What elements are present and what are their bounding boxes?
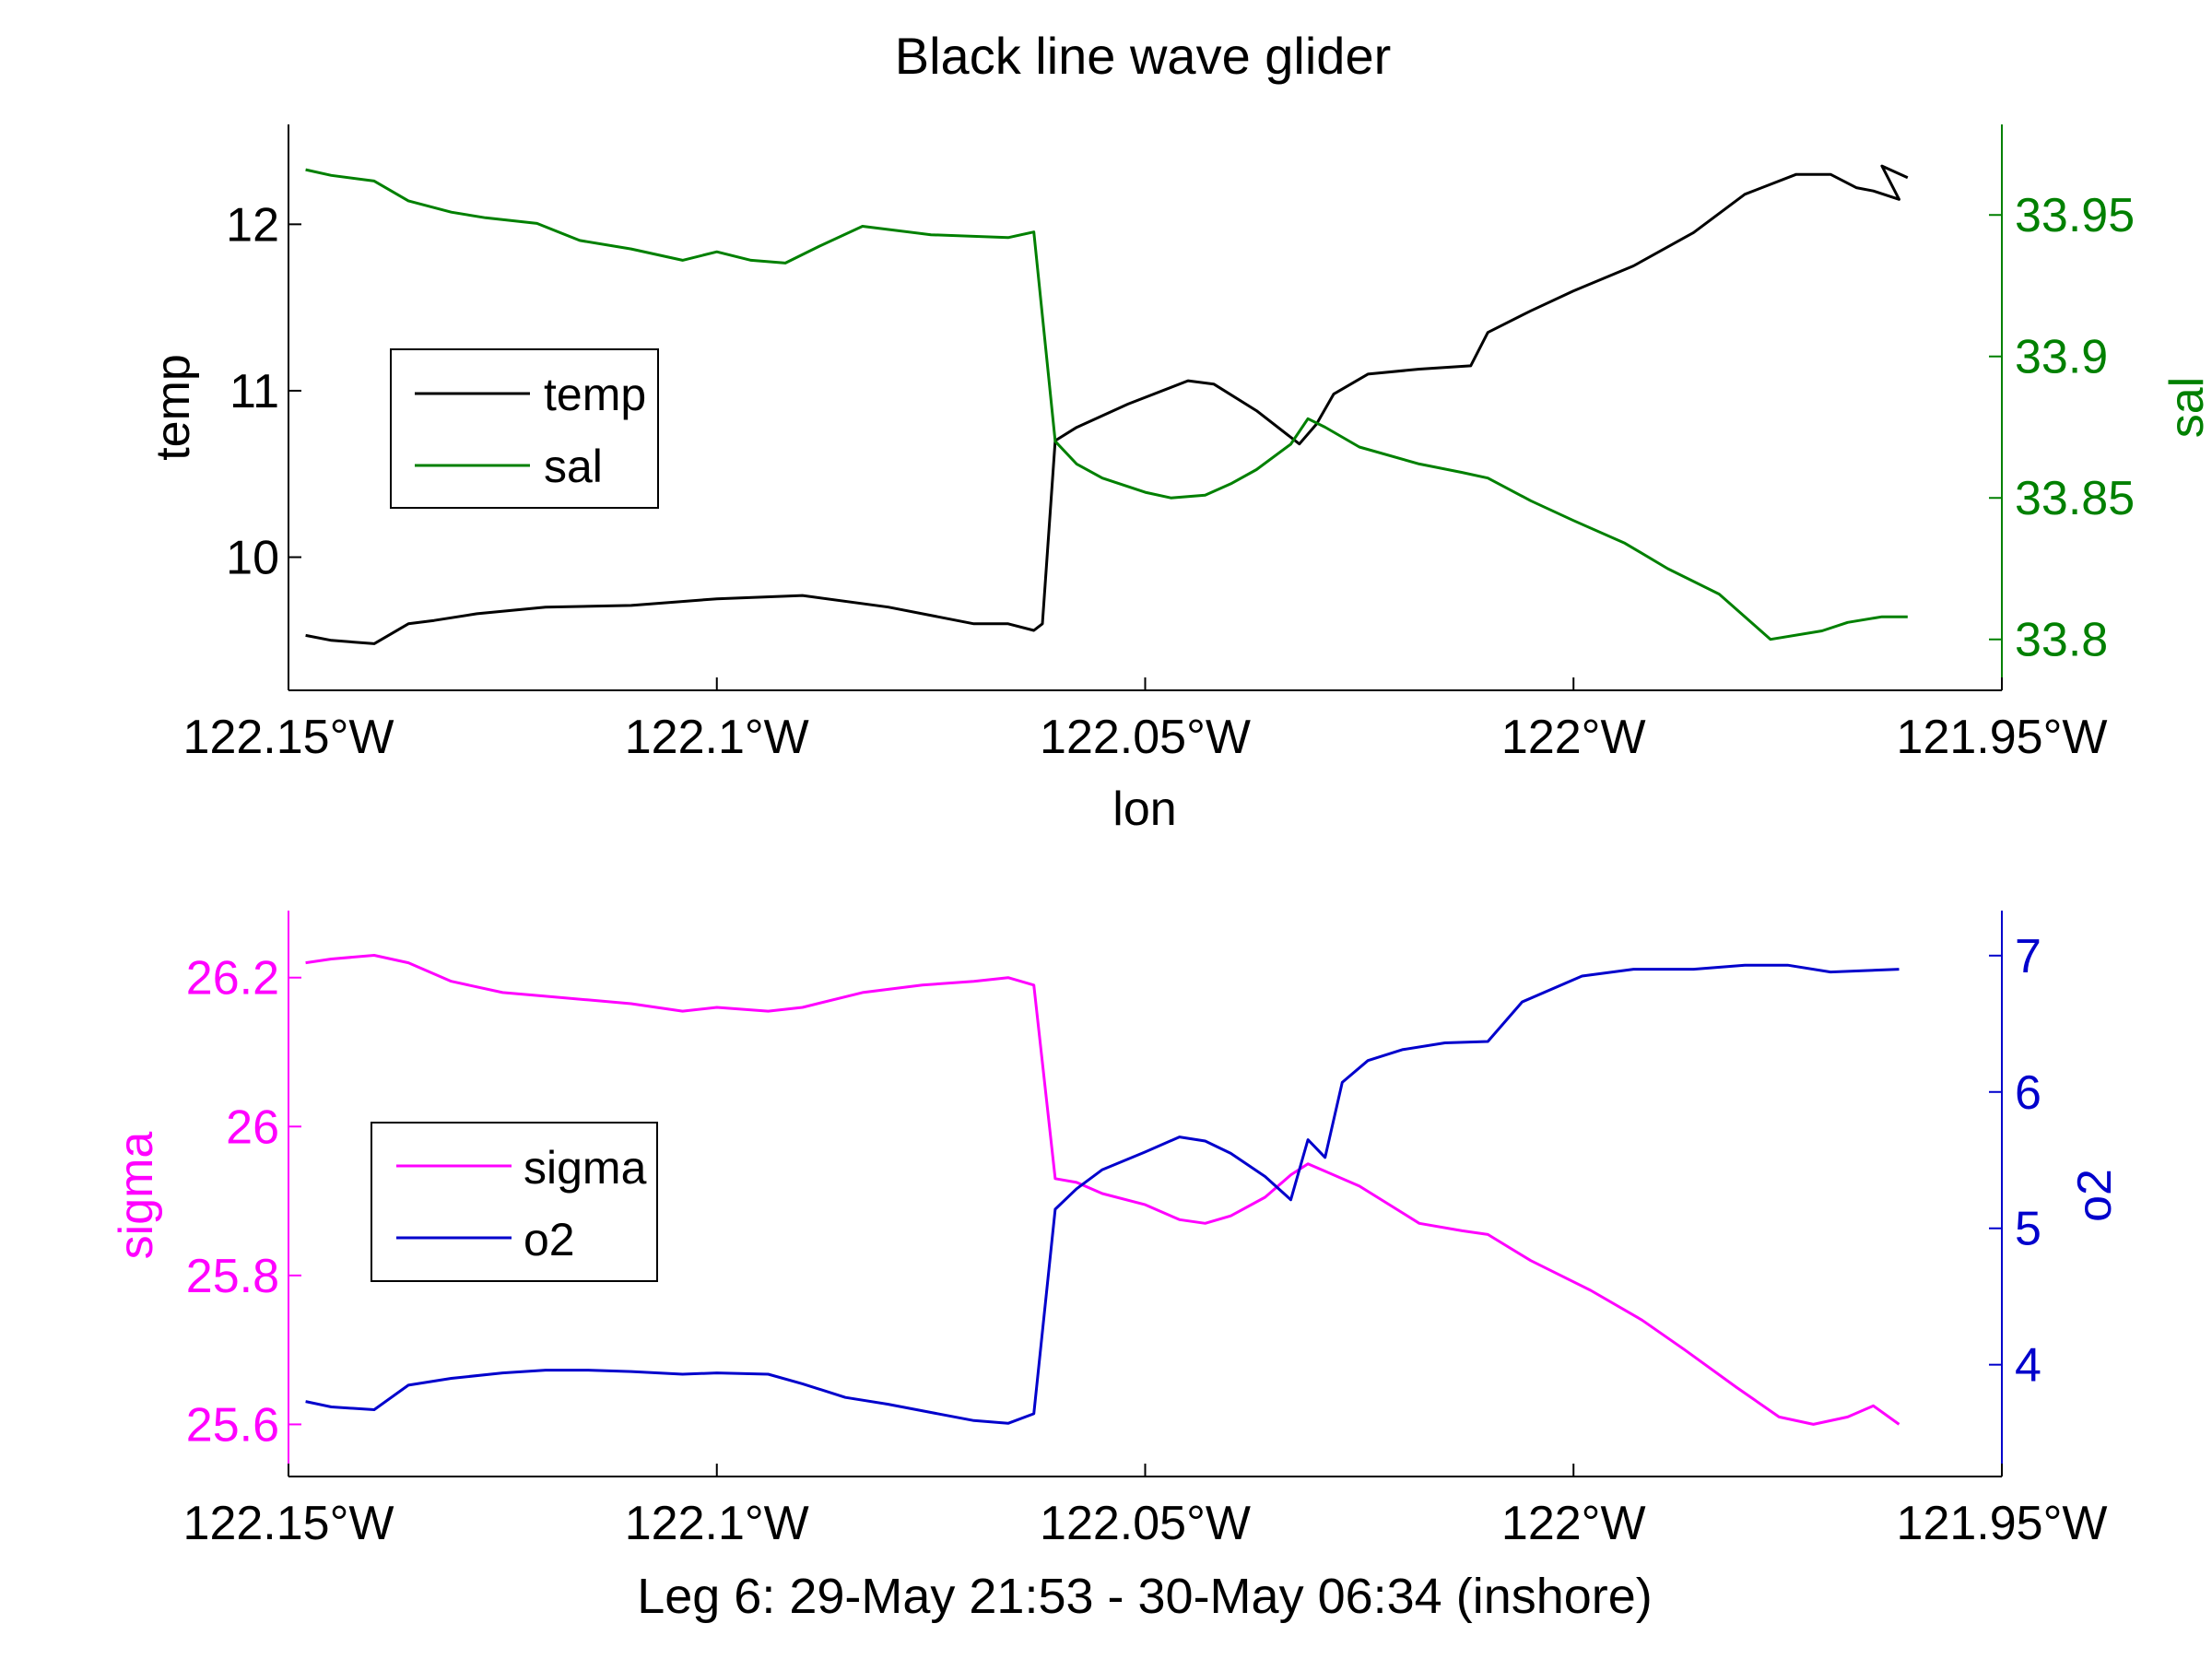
bottom-left-axis-label: sigma — [110, 1132, 163, 1260]
bottom-right-tick-label: 6 — [2015, 1066, 2041, 1120]
bottom-legend: sigma o2 — [371, 1122, 658, 1282]
top-right-axis-label: sal — [2160, 377, 2212, 438]
top-right-tick-label: 33.95 — [2015, 189, 2135, 242]
bottom-panel: 122.15°W 122.1°W 122.05°W 122°W 121.95°W 25.… — [110, 911, 2122, 1550]
top-x-ticks: 122.15°W 122.1°W 122.05°W 122°W 121.95°W — [183, 677, 2108, 764]
top-x-tick-label: 122.05°W — [1040, 711, 1251, 764]
series-temp-line — [305, 164, 1909, 645]
top-x-tick-label: 122.1°W — [625, 711, 809, 764]
top-left-tick-label: 12 — [226, 198, 279, 252]
bottom-legend-box — [371, 1122, 658, 1282]
top-right-ticks: 33.8 33.85 33.9 33.95 — [1989, 189, 2135, 667]
bottom-left-ticks: 25.6 25.8 26 26.2 — [186, 952, 301, 1452]
top-left-axis-label: temp — [147, 354, 200, 461]
bottom-x-tick-label: 122.05°W — [1040, 1497, 1251, 1550]
top-series — [305, 164, 1909, 645]
top-right-tick-label: 33.85 — [2015, 472, 2135, 525]
legend-sal-label: sal — [544, 441, 603, 492]
top-right-tick-label: 33.9 — [2015, 331, 2108, 384]
bottom-x-tick-label: 122°W — [1501, 1497, 1646, 1550]
top-x-tick-label: 122°W — [1501, 711, 1646, 764]
legend-sigma-label: sigma — [524, 1142, 647, 1194]
bottom-x-tick-label: 121.95°W — [1897, 1497, 2108, 1550]
legend-o2-label: o2 — [524, 1214, 575, 1265]
legend-temp-label: temp — [544, 369, 646, 420]
bottom-x-tick-label: 122.1°W — [625, 1497, 809, 1550]
top-x-tick-label: 121.95°W — [1897, 711, 2108, 764]
leg-caption: Leg 6: 29-May 21:53 - 30-May 06:34 (insh… — [637, 1569, 1653, 1624]
top-left-tick-label: 11 — [229, 365, 279, 418]
top-left-ticks: 10 11 12 — [226, 198, 301, 585]
bottom-series — [305, 954, 1900, 1426]
top-left-tick-label: 10 — [226, 532, 279, 585]
bottom-right-tick-label: 5 — [2015, 1203, 2041, 1256]
bottom-x-ticks: 122.15°W 122.1°W 122.05°W 122°W 121.95°W — [183, 1464, 2108, 1550]
bottom-x-tick-label: 122.15°W — [183, 1497, 394, 1550]
bottom-right-tick-label: 4 — [2015, 1339, 2041, 1393]
bottom-left-tick-label: 25.8 — [186, 1250, 279, 1303]
top-x-axis-label: lon — [1112, 782, 1176, 836]
bottom-right-axis-label: o2 — [2068, 1169, 2122, 1222]
top-x-tick-label: 122.15°W — [183, 711, 394, 764]
chart-title: Black line wave glider — [895, 27, 1391, 85]
bottom-left-tick-label: 26.2 — [186, 952, 279, 1006]
bottom-left-tick-label: 25.6 — [186, 1398, 279, 1452]
top-legend-box — [390, 348, 659, 509]
top-right-tick-label: 33.8 — [2015, 614, 2108, 667]
top-legend: temp sal — [390, 348, 659, 509]
top-panel: 122.15°W 122.1°W 122.05°W 122°W 121.95°W 101… — [147, 124, 2212, 836]
series-sigma-line — [305, 954, 1900, 1426]
series-o2-line — [305, 963, 1900, 1425]
bottom-left-tick-label: 26 — [226, 1100, 279, 1154]
series-sal-line — [305, 168, 1908, 641]
bottom-right-ticks: 4 5 6 7 — [1989, 930, 2041, 1393]
bottom-right-tick-label: 7 — [2015, 930, 2041, 983]
